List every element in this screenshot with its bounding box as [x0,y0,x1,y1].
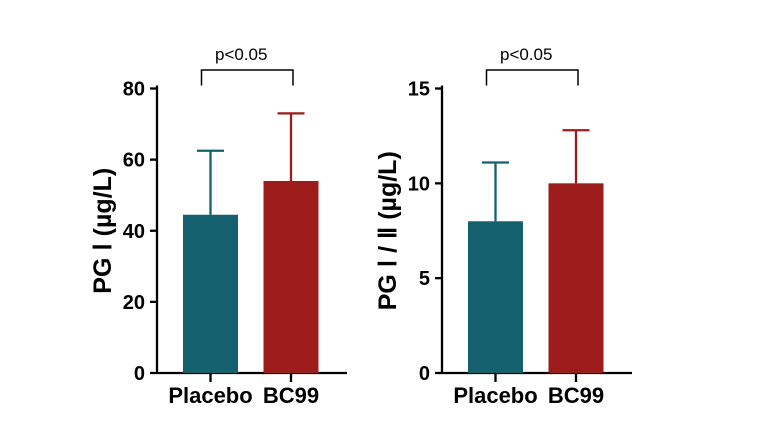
svg-text:PG Ⅰ / Ⅱ (µg/L): PG Ⅰ / Ⅱ (µg/L) [374,151,402,310]
svg-text:BC99: BC99 [548,383,604,408]
svg-text:p<0.05: p<0.05 [500,45,552,64]
svg-text:PG Ⅰ (µg/L): PG Ⅰ (µg/L) [89,168,117,294]
svg-text:20: 20 [123,292,145,314]
svg-text:Placebo: Placebo [168,383,252,408]
svg-text:60: 60 [123,150,145,172]
svg-text:Placebo: Placebo [453,383,537,408]
svg-text:80: 80 [123,79,145,101]
svg-text:BC99: BC99 [263,383,319,408]
svg-text:15: 15 [408,79,430,101]
svg-text:0: 0 [419,363,430,385]
svg-text:40: 40 [123,221,145,243]
svg-text:0: 0 [134,363,145,385]
svg-text:5: 5 [419,268,430,290]
svg-text:p<0.05: p<0.05 [215,45,267,64]
svg-text:10: 10 [408,173,430,195]
